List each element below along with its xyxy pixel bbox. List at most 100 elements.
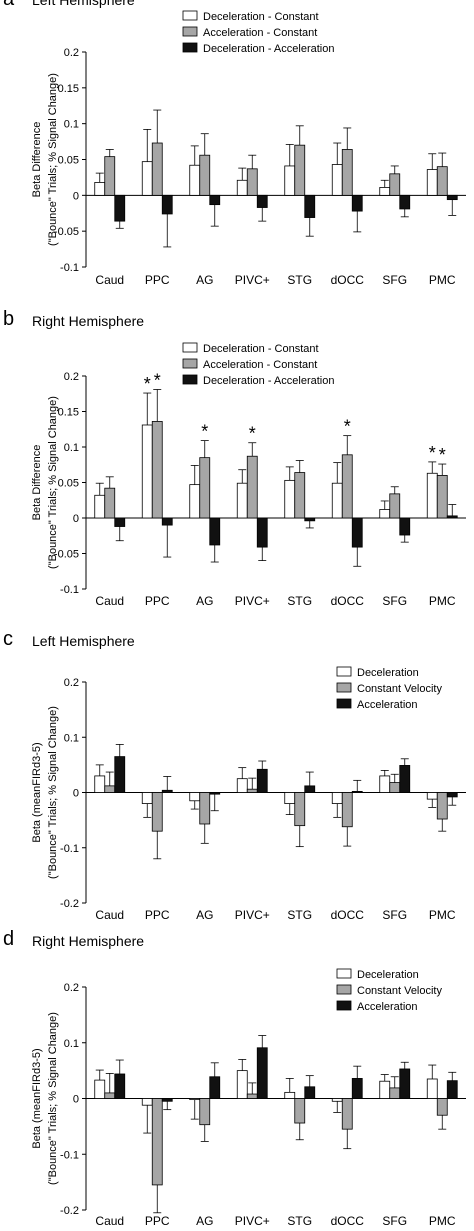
y-tick-label: -0.1	[60, 584, 79, 596]
bar-chart: -0.2 -0.1 0 0.1 0.2 Beta (meanFIRd3-5) ("Bounc…	[31, 968, 466, 1228]
legend-swatch	[336, 682, 352, 693]
category-label: dOCC	[331, 908, 365, 922]
y-axis-label-line2: ("Bounce" Trials; % Signal Change)	[47, 706, 59, 879]
bar	[189, 484, 201, 519]
y-tick-label: 0.1	[64, 1038, 79, 1050]
legend-label: Deceleration - Constant	[203, 11, 319, 23]
category-label: PMC	[429, 908, 456, 922]
bar	[209, 792, 221, 795]
panel-b: b Right Hemisphere -0.1 -0.05 0 0.05 0.1 0.15…	[0, 300, 474, 620]
bar	[351, 790, 363, 793]
y-tick-label: 0.2	[64, 982, 79, 994]
category-label: PPC	[145, 1214, 170, 1228]
y-tick-label: -0.1	[60, 262, 79, 274]
bar	[379, 187, 391, 196]
bar	[294, 472, 306, 519]
bar	[331, 792, 343, 804]
bar	[389, 173, 401, 196]
bar	[426, 169, 438, 196]
legend-swatch	[182, 374, 198, 385]
bar	[304, 785, 316, 793]
category-label: dOCC	[331, 1214, 365, 1228]
legend-swatch	[182, 10, 198, 21]
bar-chart: -0.2 -0.1 0 0.1 0.2 Beta (meanFIRd3-5) ("Bounc…	[31, 666, 466, 922]
panel-title: Right Hemisphere	[32, 313, 145, 329]
legend-label: Deceleration	[357, 667, 419, 679]
category-label: PMC	[429, 594, 456, 608]
panel-a: a Left Hemisphere -0.1 -0.05 0 0.05 0.1 0.15 0…	[0, 0, 474, 300]
y-tick-label: -0.2	[60, 1205, 79, 1217]
bar	[94, 1079, 106, 1099]
legend-label: Acceleration - Constant	[203, 359, 317, 371]
category-label: Caud	[95, 908, 124, 922]
bar	[399, 517, 411, 536]
bar	[446, 194, 458, 201]
bar	[436, 1098, 448, 1116]
category-label: SFG	[382, 594, 407, 608]
bar	[379, 509, 391, 519]
legend-swatch	[182, 42, 198, 53]
bar	[304, 194, 316, 218]
significance-star: *	[154, 370, 161, 390]
bar	[199, 1098, 211, 1126]
bar	[199, 457, 211, 519]
bar	[246, 168, 258, 196]
category-label: PIVC+	[235, 594, 270, 608]
bar-chart: -0.1 -0.05 0 0.05 0.1 0.15 0.2 Beta Difference (…	[31, 342, 466, 608]
category-label: AG	[196, 273, 213, 287]
legend-label: Deceleration - Acceleration	[203, 43, 334, 55]
bar	[341, 1098, 353, 1130]
bar	[304, 1086, 316, 1099]
bar	[399, 194, 411, 210]
bar	[236, 179, 248, 196]
legend-swatch	[182, 342, 198, 353]
bar	[141, 424, 153, 519]
y-tick-label: -0.2	[60, 898, 79, 910]
bar	[331, 1098, 343, 1102]
bar	[151, 421, 163, 519]
bar	[351, 194, 363, 212]
bar	[209, 1076, 221, 1099]
bar	[331, 482, 343, 519]
category-label: AG	[196, 1214, 213, 1228]
category-label: PIVC+	[235, 1214, 270, 1228]
legend-label: Deceleration	[357, 969, 419, 981]
category-label: PIVC+	[235, 908, 270, 922]
y-tick-label: -0.1	[60, 843, 79, 855]
legend-swatch	[336, 698, 352, 709]
y-tick-label: 0.1	[64, 732, 79, 744]
category-label: AG	[196, 908, 213, 922]
significance-star: *	[144, 374, 151, 394]
panel-letter: c	[3, 628, 13, 650]
category-label: PMC	[429, 1214, 456, 1228]
bar	[114, 1073, 126, 1099]
bar	[246, 455, 258, 519]
bar	[341, 454, 353, 519]
bar	[399, 1068, 411, 1099]
significance-star: *	[429, 443, 436, 463]
bar	[161, 517, 173, 526]
legend-label: Acceleration - Constant	[203, 27, 317, 39]
y-tick-label: 0	[73, 513, 79, 525]
bar	[379, 775, 391, 793]
bar	[426, 472, 438, 519]
bar	[389, 1087, 401, 1099]
panel-d: d Right Hemisphere -0.2 -0.1 0 0.1 0.2 Beta (…	[0, 920, 474, 1231]
bar	[399, 765, 411, 793]
category-label: dOCC	[331, 273, 365, 287]
bar	[446, 792, 458, 798]
y-axis-label: Beta (meanFIRd3-5)	[31, 1048, 43, 1148]
bar	[436, 474, 448, 519]
panel-title: Left Hemisphere	[32, 0, 135, 8]
bar	[114, 194, 126, 222]
significance-star: *	[344, 417, 351, 437]
legend-swatch	[336, 666, 352, 677]
bar	[246, 788, 258, 793]
bar	[304, 517, 316, 522]
legend-label: Constant Velocity	[357, 683, 442, 695]
legend-label: Deceleration - Constant	[203, 343, 319, 355]
category-label: PIVC+	[235, 273, 270, 287]
bar	[104, 785, 116, 793]
bar	[209, 517, 221, 546]
legend-swatch	[182, 26, 198, 37]
